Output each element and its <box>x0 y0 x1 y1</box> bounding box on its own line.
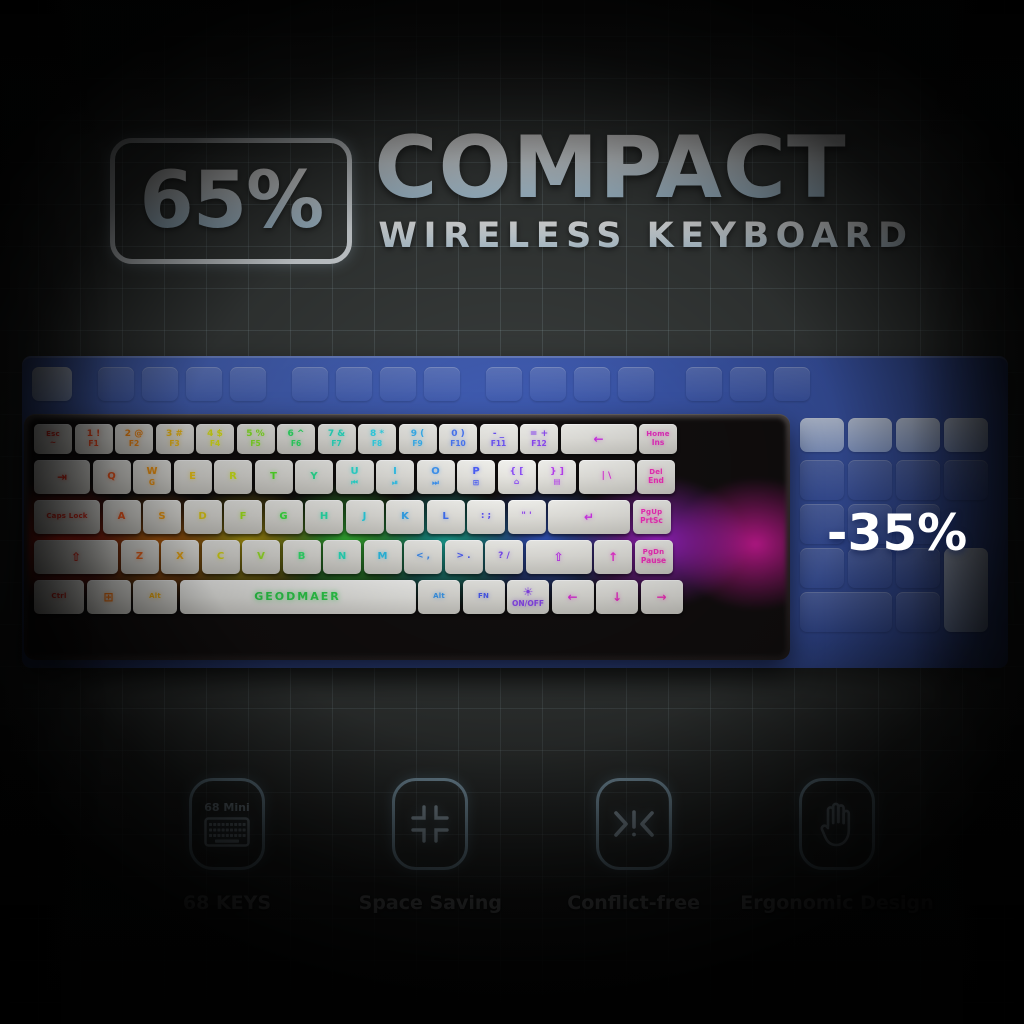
discount-badge: -35% <box>826 504 968 562</box>
